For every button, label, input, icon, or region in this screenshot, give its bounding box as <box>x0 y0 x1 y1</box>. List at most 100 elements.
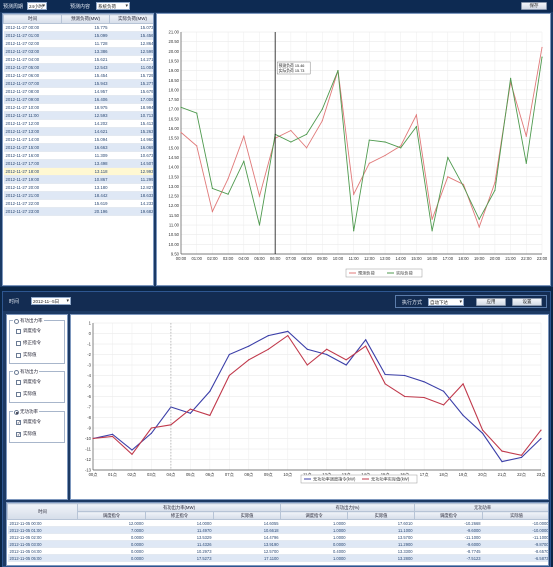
settings-button[interactable]: 设置 <box>512 298 542 306</box>
table-cell: 20.196 <box>61 207 110 216</box>
table-row[interactable]: 2012-11-27 15:00 16.663 16.069 <box>3 143 153 152</box>
table-row[interactable]: 2012-11-27 23:00 20.196 19.682 <box>3 207 153 216</box>
x-tick-label: 05点 <box>186 472 195 478</box>
table-row[interactable]: 2012-11-27 09:00 16.406 17.006 <box>3 95 153 104</box>
column-header[interactable]: 实际值 <box>482 511 548 520</box>
table-row[interactable]: 2012-11-27 12:00 14.202 15.413 <box>3 119 153 128</box>
apply-button[interactable]: 应用 <box>476 298 506 306</box>
radio-button[interactable] <box>14 409 19 415</box>
data-point <box>447 176 449 178</box>
checkbox-row[interactable]: ✓ 实际值 <box>16 431 37 437</box>
column-header[interactable]: 调度指令 <box>280 511 349 520</box>
group-title[interactable]: 有功出力 <box>13 369 39 375</box>
table-row[interactable]: 2012-11-27 20:00 13.180 12.827 <box>3 183 153 192</box>
table-cell: 18.442 <box>61 191 110 200</box>
table-row[interactable]: 2012-11-05 03:00 0.0000 11.4326 13.9190 0.00… <box>7 540 548 548</box>
table-row[interactable]: 2012-11-27 05:00 12.543 11.004 <box>3 63 153 72</box>
table-cell: 14.202 <box>61 119 110 128</box>
column-header[interactable]: 修正指令 <box>145 511 214 520</box>
checkbox-row[interactable]: 调度指令 <box>16 379 41 385</box>
table-row[interactable]: 2012-11-05 04:00 0.0000 10.2973 12.5700 0.40… <box>7 547 548 555</box>
table-row[interactable]: 2012-11-27 16:00 11.309 10.673 <box>3 151 153 160</box>
table-row[interactable]: 2012-11-27 01:00 15.099 15.456 <box>3 31 153 40</box>
y-tick-label: -13 <box>85 468 92 473</box>
checkbox[interactable] <box>16 391 21 397</box>
column-header[interactable]: 实际值 <box>347 511 416 520</box>
column-header[interactable]: 调度指令 <box>414 511 484 520</box>
table-cell: 2012-11-27 14:00 <box>3 135 62 144</box>
table-row[interactable]: 2012-11-27 00:00 15.775 15.073 <box>3 23 153 32</box>
table-row[interactable]: 2012-11-27 02:00 11.728 12.864 <box>3 39 153 48</box>
column-header-actual[interactable]: 实际负荷(MW) <box>109 14 153 24</box>
group-title[interactable]: 有功出力率 <box>13 318 44 324</box>
column-header[interactable]: 调度指令 <box>77 511 146 520</box>
checkbox-row[interactable]: 修正指令 <box>16 340 41 346</box>
save-button[interactable]: 保存 <box>521 2 547 10</box>
table-cell: 18.994 <box>109 103 153 112</box>
table-row[interactable]: 2012-11-27 06:00 15.454 15.729 <box>3 71 153 80</box>
table-row[interactable]: 2012-11-05 00:00 12.0000 14.0000 14.6055 1.0… <box>7 519 548 527</box>
table-row[interactable]: 2012-11-27 19:00 10.867 11.299 <box>3 175 153 184</box>
exec-select[interactable]: 自动下达 <box>428 298 464 306</box>
data-point <box>478 218 480 220</box>
table-row[interactable]: 2012-11-27 14:00 15.094 14.960 <box>3 135 153 144</box>
checkbox-row[interactable]: 调度指令 <box>16 328 41 334</box>
data-point <box>494 189 496 191</box>
table-cell: 15.619 <box>61 199 110 208</box>
checkbox[interactable] <box>16 352 21 358</box>
tooltip-actual: 实际负荷 15.73 <box>279 68 305 73</box>
table-cell: 15.775 <box>61 23 110 32</box>
table-cell: 17.6010 <box>347 519 415 527</box>
table-row[interactable]: 2012-11-27 04:00 15.621 14.271 <box>3 55 153 64</box>
checkbox[interactable]: ✓ <box>16 419 21 425</box>
table-row[interactable]: 2012-11-27 17:00 13.498 14.507 <box>3 159 153 168</box>
table-row[interactable]: 2012-11-05 02:00 0.0000 13.5329 14.4796 1.00… <box>7 533 548 541</box>
table-row[interactable]: 2012-11-27 03:00 13.386 12.599 <box>3 47 153 56</box>
data-point <box>305 147 308 149</box>
date-select[interactable]: 2012-11-·5日 <box>31 297 71 305</box>
table-cell: 12.5700 <box>213 547 281 555</box>
y-tick-label: 1 <box>89 321 92 326</box>
table-row[interactable]: 2012-11-05 01:00 7.0000 11.4970 10.6618 1.00… <box>7 526 548 534</box>
column-header-time[interactable]: 时间 <box>7 503 78 520</box>
radio-button[interactable] <box>14 318 19 324</box>
y-tick-label: 19.00 <box>169 68 180 73</box>
x-tick-label: 20:00 <box>490 256 501 261</box>
table-row[interactable]: 2012-11-27 22:00 15.619 14.233 <box>3 199 153 208</box>
checkbox[interactable]: ✓ <box>16 431 21 437</box>
table-cell: 13.498 <box>61 159 110 168</box>
column-header-forecast[interactable]: 预测负荷(MW) <box>61 14 110 24</box>
data-point <box>353 230 355 232</box>
data-point <box>227 193 229 195</box>
exec-label: 执行方式 <box>402 300 423 306</box>
radio-button[interactable] <box>14 369 19 375</box>
column-header-time[interactable]: 时间 <box>3 14 62 24</box>
table-cell: -10.2668 <box>414 519 483 527</box>
period-select[interactable]: 24小时 <box>27 2 47 10</box>
checkbox[interactable] <box>16 379 21 385</box>
table-row[interactable]: 2012-11-05 05:00 0.0000 17.5273 17.1100 1.00… <box>7 554 548 562</box>
checkbox-row[interactable]: 实际值 <box>16 352 37 358</box>
x-tick-label: 06点 <box>205 472 214 478</box>
group-title[interactable]: 无功功率 <box>13 409 39 415</box>
checkbox[interactable] <box>16 340 21 346</box>
table-cell: 13.180 <box>61 183 110 192</box>
table-row[interactable]: 2012-11-27 07:00 15.943 15.277 <box>3 79 153 88</box>
table-row[interactable]: 2012-11-27 10:00 18.975 18.994 <box>3 103 153 112</box>
data-point <box>525 162 527 164</box>
table-row[interactable]: 2012-11-27 08:00 14.957 15.679 <box>3 87 153 96</box>
table-row[interactable]: 2012-11-27 11:00 12.593 10.713 <box>3 111 153 120</box>
x-tick-label: 07点 <box>225 472 234 478</box>
checkbox-row[interactable]: ✓ 调度指令 <box>16 419 41 425</box>
x-tick-label: 19:00 <box>474 256 485 261</box>
table-row[interactable]: 2012-11-27 21:00 18.442 18.633 <box>3 191 153 200</box>
content-select[interactable]: 系统负荷 <box>96 2 130 10</box>
table-cell: 0.0000 <box>77 554 146 562</box>
table-row[interactable]: 2012-11-27 13:00 14.621 15.263 <box>3 127 153 136</box>
checkbox-row[interactable]: 实际值 <box>16 391 37 397</box>
table-row[interactable]: 2012-11-27 18:00 13.118 12.993 <box>3 167 153 176</box>
column-header[interactable]: 实际值 <box>212 511 282 520</box>
content-label: 预测内容 <box>70 4 91 10</box>
checkbox[interactable] <box>16 328 21 334</box>
table-cell: 1.0000 <box>280 554 348 562</box>
